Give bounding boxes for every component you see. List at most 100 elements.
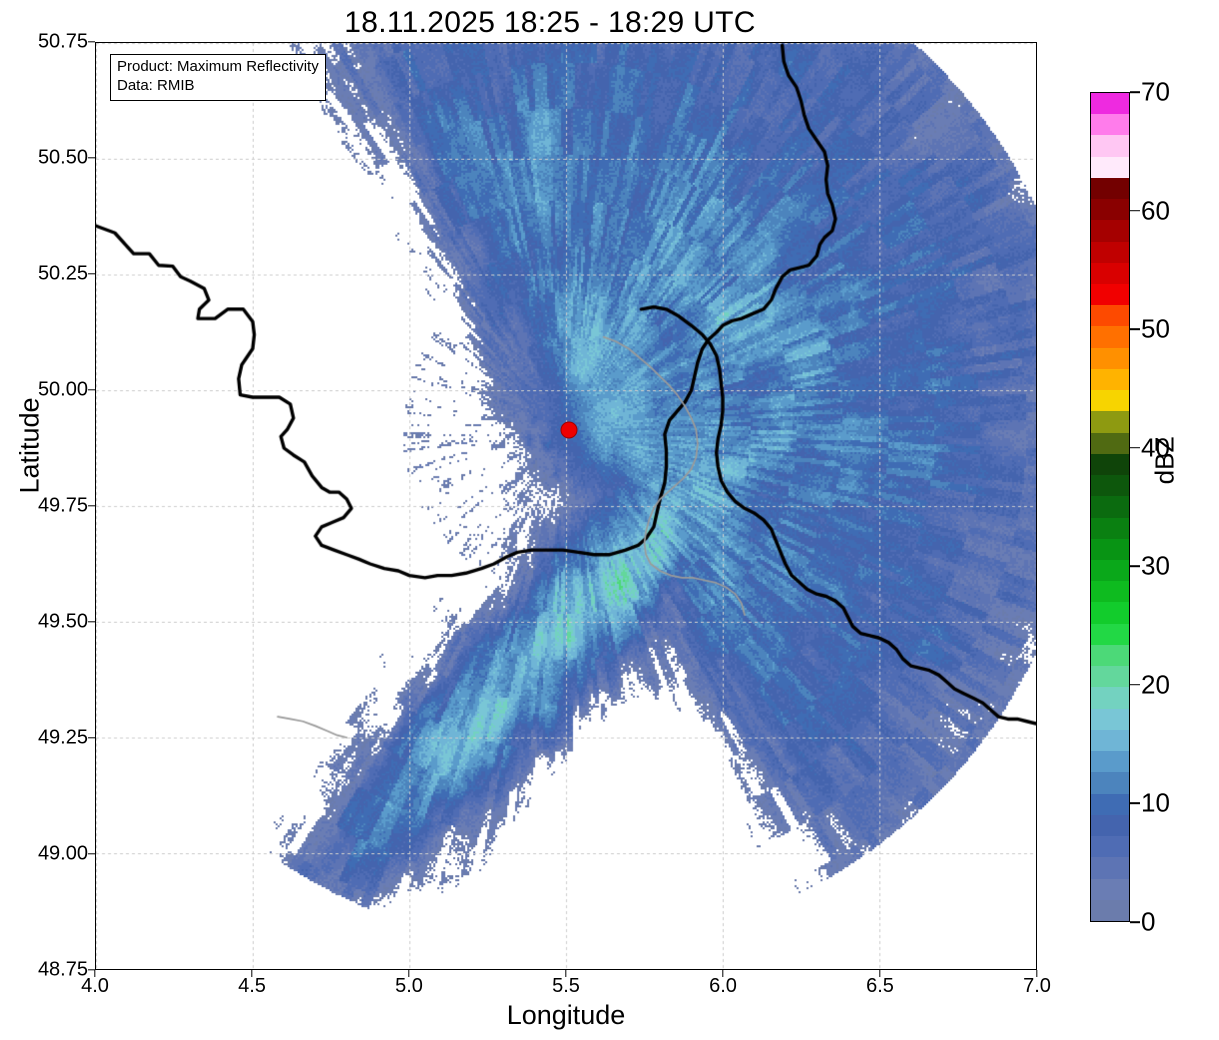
colorbar-band — [1091, 602, 1129, 624]
colorbar-band — [1091, 560, 1129, 582]
x-tick-mark — [565, 970, 567, 977]
info-product-line: Product: Maximum Reflectivity — [117, 58, 319, 75]
colorbar-tick-label: 10 — [1141, 787, 1170, 818]
colorbar-band — [1091, 220, 1129, 242]
x-tick-mark — [251, 970, 253, 977]
colorbar-band — [1091, 878, 1129, 900]
colorbar-tick-mark — [1130, 446, 1140, 449]
colorbar-band — [1091, 156, 1129, 178]
colorbar-tick-mark — [1130, 921, 1140, 923]
colorbar-band — [1091, 581, 1129, 603]
colorbar-tick-mark — [1130, 91, 1140, 93]
colorbar-band — [1091, 793, 1129, 815]
y-tick-label: 50.00 — [37, 378, 88, 401]
x-tick-label: 4.0 — [81, 975, 109, 997]
x-tick-label: 5.0 — [395, 975, 423, 997]
colorbar-tick-label: 50 — [1141, 313, 1170, 344]
x-tick-mark — [408, 970, 410, 977]
colorbar-tick-mark — [1130, 209, 1140, 212]
colorbar-band — [1091, 814, 1129, 837]
colorbar-band — [1091, 475, 1129, 497]
y-tick-label: 50.50 — [37, 146, 88, 169]
y-tick-label: 49.00 — [37, 842, 88, 865]
product-info-box: Product: Maximum Reflectivity Data: RMIB — [110, 54, 326, 101]
y-tick-mark — [88, 389, 95, 391]
colorbar[interactable] — [1090, 92, 1130, 922]
y-tick-label: 49.75 — [37, 494, 88, 517]
map-plot-area[interactable]: Product: Maximum Reflectivity Data: RMIB — [95, 42, 1037, 970]
colorbar-band — [1091, 390, 1129, 412]
colorbar-band — [1091, 135, 1129, 157]
colorbar-band — [1091, 92, 1129, 115]
y-tick-mark — [88, 621, 95, 623]
colorbar-band — [1091, 283, 1129, 306]
x-tick-mark — [1036, 970, 1038, 977]
x-tick-mark — [879, 970, 881, 977]
colorbar-gradient — [1090, 92, 1130, 922]
info-data-line: Data: RMIB — [117, 76, 195, 94]
y-tick-mark — [88, 853, 95, 855]
colorbar-band — [1091, 347, 1129, 369]
colorbar-band — [1091, 899, 1129, 921]
x-axis-label: Longitude — [506, 1000, 626, 1030]
y-tick-label: 50.75 — [37, 30, 88, 53]
colorbar-band — [1091, 687, 1129, 709]
colorbar-band — [1091, 836, 1129, 858]
colorbar-tick-label: 60 — [1141, 195, 1170, 226]
colorbar-tick-mark — [1130, 684, 1140, 686]
x-tick-label: 5.5 — [552, 975, 580, 997]
colorbar-tick-mark — [1130, 565, 1140, 568]
x-tick-mark — [722, 970, 724, 977]
colorbar-band — [1091, 326, 1129, 348]
y-tick-mark — [88, 157, 95, 159]
colorbar-tick-label: 70 — [1141, 76, 1170, 107]
y-tick-mark — [88, 41, 95, 43]
x-tick-label: 6.5 — [866, 975, 894, 997]
colorbar-band — [1091, 666, 1129, 688]
colorbar-band — [1091, 177, 1129, 200]
colorbar-band — [1091, 623, 1129, 645]
x-tick-label: 4.5 — [238, 975, 266, 997]
colorbar-band — [1091, 199, 1129, 221]
country-borders-layer — [96, 43, 1036, 969]
y-tick-mark — [88, 273, 95, 275]
y-tick-mark — [88, 505, 95, 507]
colorbar-band — [1091, 496, 1129, 518]
x-tick-label: 6.0 — [709, 975, 737, 997]
colorbar-band — [1091, 368, 1129, 391]
colorbar-band — [1091, 517, 1129, 539]
y-tick-label: 50.25 — [37, 262, 88, 285]
colorbar-tick-label: 0 — [1141, 906, 1156, 937]
y-axis-label: Latitude — [14, 397, 45, 494]
colorbar-band — [1091, 644, 1129, 667]
colorbar-band — [1091, 751, 1129, 773]
colorbar-band — [1091, 708, 1129, 730]
colorbar-band — [1091, 241, 1129, 263]
colorbar-band — [1091, 432, 1129, 454]
colorbar-tick-mark — [1130, 802, 1140, 805]
colorbar-tick-label: 40 — [1141, 432, 1170, 463]
colorbar-band — [1091, 772, 1129, 794]
colorbar-tick-mark — [1130, 328, 1140, 330]
colorbar-band — [1091, 538, 1129, 561]
colorbar-band — [1091, 411, 1129, 433]
colorbar-band — [1091, 114, 1129, 136]
page-title: 18.11.2025 18:25 - 18:29 UTC — [344, 6, 756, 39]
x-tick-label: 7.0 — [1023, 975, 1051, 997]
x-tick-mark — [94, 970, 96, 977]
colorbar-tick-label: 30 — [1141, 550, 1170, 581]
y-tick-label: 48.75 — [37, 958, 88, 981]
colorbar-band — [1091, 262, 1129, 284]
colorbar-band — [1091, 857, 1129, 879]
radar-site-marker[interactable] — [560, 421, 578, 439]
colorbar-band — [1091, 729, 1129, 752]
colorbar-band — [1091, 305, 1129, 327]
y-tick-label: 49.25 — [37, 726, 88, 749]
colorbar-tick-label: 20 — [1141, 669, 1170, 700]
y-tick-mark — [88, 969, 95, 971]
y-tick-mark — [88, 737, 95, 739]
y-tick-label: 49.50 — [37, 610, 88, 633]
colorbar-title: dBZ — [1149, 436, 1180, 485]
colorbar-band — [1091, 453, 1129, 476]
